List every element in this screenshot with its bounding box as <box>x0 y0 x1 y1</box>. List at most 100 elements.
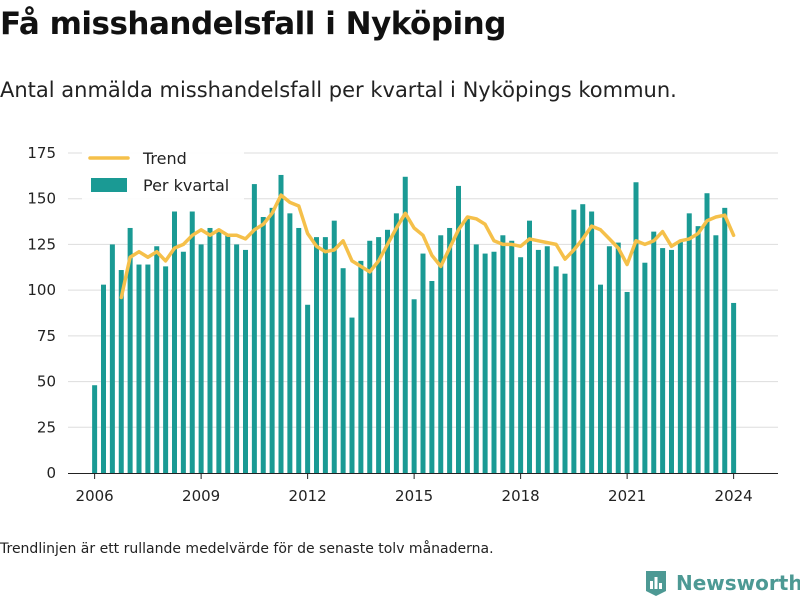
y-tick-label: 0 <box>46 464 56 482</box>
bar <box>269 207 275 473</box>
y-tick-label: 25 <box>37 418 56 436</box>
bar <box>598 284 603 473</box>
bar <box>686 213 692 474</box>
x-tick-label: 2018 <box>502 487 540 505</box>
x-tick-label: 2006 <box>76 487 114 505</box>
bar <box>677 240 683 473</box>
bar <box>615 242 621 473</box>
x-tick-label: 2009 <box>182 487 220 505</box>
bar <box>296 227 302 473</box>
bar <box>695 226 701 473</box>
bar <box>731 302 737 473</box>
y-tick-label: 125 <box>27 235 56 253</box>
bar <box>553 266 559 473</box>
bar <box>642 262 648 473</box>
bar <box>660 248 666 473</box>
bar <box>464 218 470 473</box>
x-tick-label: 2015 <box>395 487 433 505</box>
bar <box>624 291 630 473</box>
y-tick-label: 150 <box>27 190 56 208</box>
legend: Trend Per kvartal <box>82 145 244 201</box>
bar <box>225 235 231 473</box>
bar-chart: 0 25 50 75 100 125 150 175 2006 2009 2012 2015 2018 2… <box>27 144 778 505</box>
legend-label-trend: Trend <box>142 149 187 168</box>
bar <box>713 235 719 473</box>
bar <box>92 385 98 473</box>
bar <box>482 253 488 473</box>
x-tick-label: 2021 <box>608 487 646 505</box>
bar <box>322 237 328 473</box>
bar <box>420 253 426 473</box>
x-tick-label: 2012 <box>289 487 327 505</box>
bar <box>349 317 355 473</box>
y-tick-label: 175 <box>27 144 56 162</box>
bar <box>180 251 186 473</box>
bar <box>234 244 240 473</box>
bar <box>198 244 204 473</box>
bar <box>544 246 550 473</box>
bar <box>571 209 577 473</box>
bar <box>473 244 479 473</box>
bar <box>456 185 461 473</box>
bar <box>633 182 639 473</box>
bar <box>491 251 497 473</box>
bar <box>535 249 541 473</box>
x-tick-label: 2024 <box>715 487 753 505</box>
bar <box>518 257 524 473</box>
bar <box>118 270 124 473</box>
bar <box>216 231 222 473</box>
bar <box>527 220 532 473</box>
legend-bar-swatch <box>91 178 127 192</box>
y-tick-label: 75 <box>37 327 56 345</box>
bar <box>580 204 586 473</box>
bar <box>260 217 266 473</box>
bar <box>163 266 169 473</box>
bar <box>136 264 142 473</box>
bar <box>207 227 213 473</box>
bar <box>127 227 133 473</box>
bar <box>376 237 382 473</box>
trend-line <box>119 193 736 300</box>
bar <box>669 249 674 473</box>
bar <box>154 246 160 473</box>
bar <box>589 211 595 473</box>
legend-label-bars: Per kvartal <box>143 176 229 195</box>
bar <box>101 284 106 473</box>
bar <box>704 193 710 473</box>
bar <box>438 235 444 473</box>
bar <box>243 249 248 473</box>
bar <box>651 231 657 473</box>
bar <box>385 229 390 473</box>
bar <box>251 184 257 474</box>
bar <box>172 211 177 473</box>
bar <box>367 240 373 473</box>
bar <box>562 273 568 473</box>
bar <box>145 264 151 473</box>
bar <box>340 268 346 473</box>
bar <box>278 174 284 473</box>
bar <box>287 213 293 474</box>
bar <box>411 299 417 473</box>
bar <box>429 281 435 473</box>
bar <box>331 220 337 473</box>
bar <box>109 244 115 473</box>
brand-logo: Newsworthy <box>644 568 800 598</box>
bar <box>393 213 399 474</box>
bar <box>722 207 728 473</box>
newsworthy-logo-icon <box>646 571 666 596</box>
bar <box>189 211 195 473</box>
bar <box>447 227 453 473</box>
y-tick-label: 50 <box>37 373 56 391</box>
brand-name: Newsworthy <box>676 571 800 595</box>
bar <box>606 246 612 473</box>
bar <box>305 304 311 473</box>
footnote: Trendlinjen är ett rullande medelvärde f… <box>0 541 494 557</box>
chart-subtitle: Antal anmälda misshandelsfall per kvarta… <box>0 78 677 102</box>
bar <box>314 237 319 473</box>
bar <box>358 260 364 473</box>
bar <box>500 235 506 473</box>
bar <box>509 240 515 473</box>
y-tick-label: 100 <box>27 281 56 299</box>
bar <box>402 176 408 473</box>
chart-title: Få misshandelsfall i Nyköping <box>0 6 506 42</box>
